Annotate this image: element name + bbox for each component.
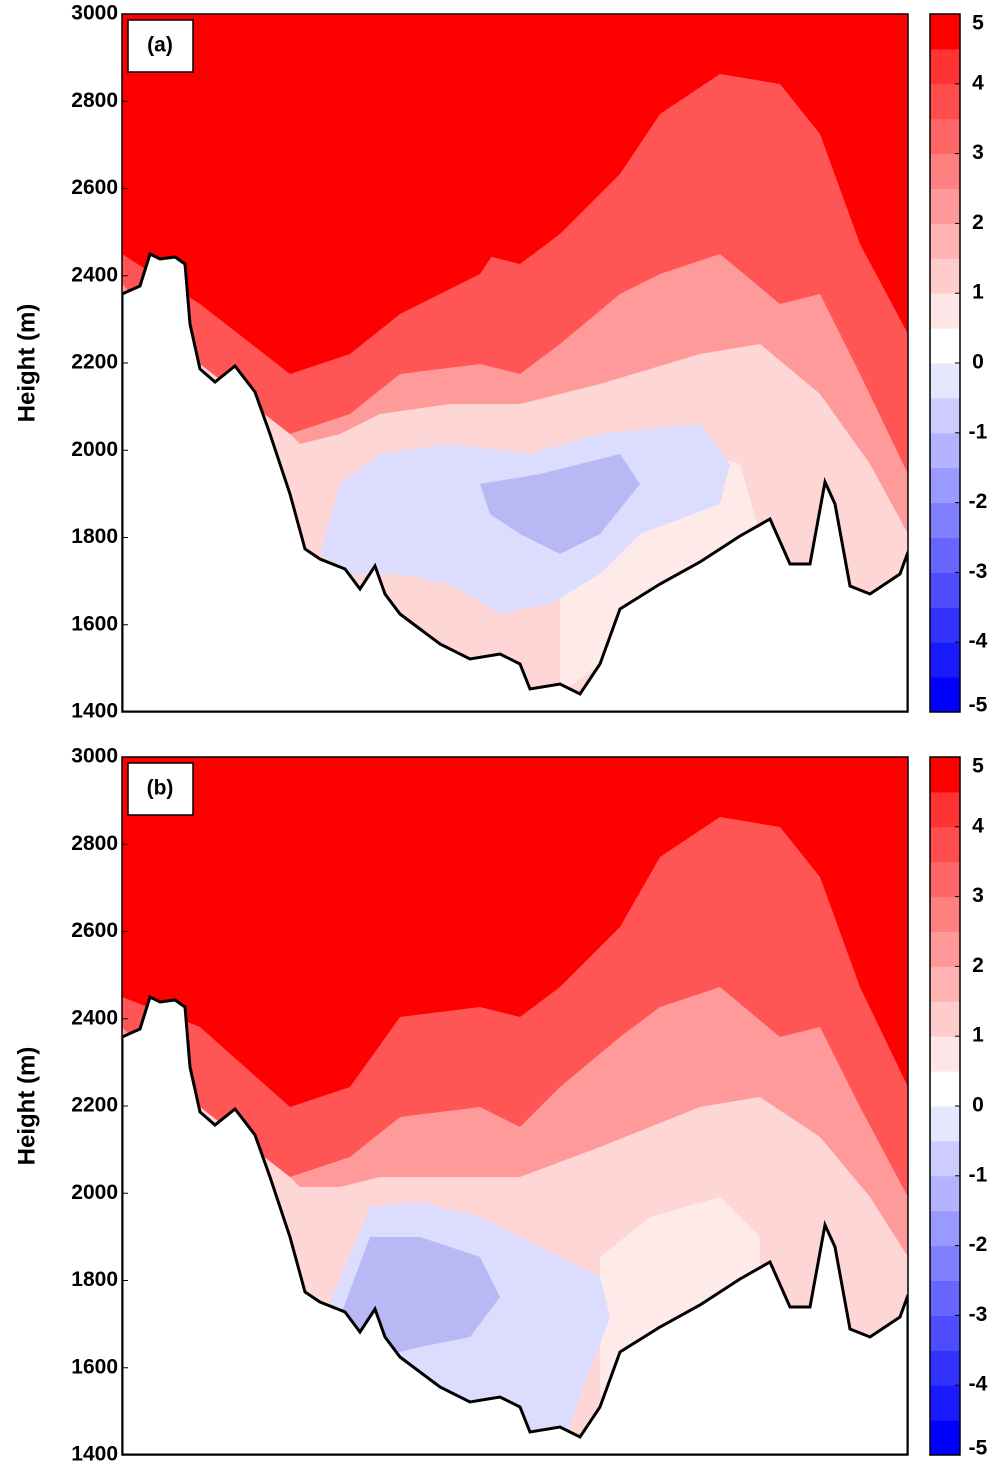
y-tick-label: 3000 (71, 2, 118, 25)
y-tick-label: 2000 (71, 1181, 118, 1204)
colorbar-tick-label: -5 (969, 694, 988, 717)
colorbar-band (930, 258, 960, 294)
colorbar-band (930, 642, 960, 678)
y-tick-label: 2600 (71, 176, 118, 199)
contour-field (122, 757, 908, 1455)
colorbar-band (930, 293, 960, 329)
colorbar-band (930, 502, 960, 538)
y-tick-label: 2600 (71, 919, 118, 942)
panel: (a) Height (m) 1400 1600 1800 2000 2200 2400 260… (13, 2, 987, 723)
panel: (b) Height (m) 1400 1600 1800 2000 2200 2400 260… (13, 745, 988, 1466)
y-tick-label: 1800 (71, 1268, 118, 1291)
colorbar-band (930, 791, 960, 828)
colorbar-band (930, 118, 960, 155)
y-tick-label: 3000 (71, 745, 118, 768)
y-tick-label: 2800 (71, 832, 118, 855)
colorbar-band (930, 861, 960, 898)
colorbar-tick-label: 1 (972, 1024, 984, 1047)
colorbar-tick-label: -2 (969, 1233, 988, 1256)
colorbar-band (930, 1210, 960, 1247)
colorbar-band (930, 1140, 960, 1177)
colorbar-band (930, 757, 960, 793)
colorbar-band (930, 677, 960, 713)
contour-field (122, 14, 908, 712)
colorbar-tick-label: -3 (969, 1303, 988, 1326)
colorbar-tick-label: 0 (972, 1094, 984, 1117)
colorbar-band (930, 1106, 960, 1142)
colorbar-tick-label: 3 (972, 141, 984, 164)
colorbar-tick-label: -3 (969, 560, 988, 583)
colorbar-band (930, 83, 960, 120)
colorbar-tick-label: -4 (969, 1373, 988, 1396)
y-axis-label: Height (m) (13, 304, 40, 423)
colorbar-band (930, 607, 960, 643)
y-axis-label: Height (m) (13, 1047, 40, 1166)
colorbar-band (930, 896, 960, 932)
y-tick-label: 1600 (71, 1355, 118, 1378)
y-tick-label: 2400 (71, 1006, 118, 1029)
colorbar-band (930, 1245, 960, 1281)
colorbar-band (930, 1420, 960, 1456)
colorbar-tick-label: 1 (972, 281, 984, 304)
colorbar-band (930, 537, 960, 573)
colorbar-band (930, 363, 960, 399)
panel-label: (b) (147, 777, 174, 800)
colorbar-tick-label: 2 (972, 954, 984, 977)
colorbar-band (930, 153, 960, 189)
colorbar-tick-label: -1 (969, 420, 988, 443)
y-tick-label: 1400 (71, 700, 118, 723)
colorbar-band (930, 931, 960, 967)
colorbar-band (930, 188, 960, 224)
colorbar-tick-label: 5 (972, 755, 984, 778)
y-tick-label: 1400 (71, 1443, 118, 1464)
colorbar-band (930, 1350, 960, 1386)
colorbar-tick-label: 5 (972, 12, 984, 35)
panel-label: (a) (147, 34, 173, 57)
y-tick-label: 2200 (71, 1094, 118, 1117)
colorbar-band (930, 1175, 960, 1212)
colorbar-tick-label: -2 (969, 490, 988, 513)
colorbar-tick-label: 2 (972, 211, 984, 234)
colorbar-band (930, 14, 960, 50)
colorbar-band (930, 826, 960, 863)
y-tick-label: 2800 (71, 89, 118, 112)
colorbar-tick-label: -4 (969, 630, 988, 653)
colorbar-band (930, 1315, 960, 1351)
y-tick-label: 1600 (71, 612, 118, 635)
colorbar-tick-label: -5 (969, 1437, 988, 1460)
colorbar-tick-label: 4 (972, 814, 984, 837)
colorbar-tick-label: 0 (972, 351, 984, 374)
colorbar-band (930, 572, 960, 608)
colorbar-band (930, 467, 960, 504)
colorbar-band (930, 1071, 960, 1107)
y-tick-label: 2200 (71, 351, 118, 374)
y-tick-label: 1800 (71, 525, 118, 548)
colorbar-band (930, 1280, 960, 1316)
y-tick-label: 2000 (71, 438, 118, 461)
colorbar-band (930, 432, 960, 469)
colorbar-band (930, 1036, 960, 1072)
colorbar-tick-label: -1 (969, 1163, 988, 1186)
colorbar-band (930, 48, 960, 85)
y-tick-label: 2400 (71, 263, 118, 286)
colorbar-band (930, 397, 960, 434)
colorbar-tick-label: 4 (972, 71, 984, 94)
colorbar-tick-label: 3 (972, 884, 984, 907)
colorbar-band (930, 1001, 960, 1037)
colorbar-band (930, 223, 960, 259)
colorbar-band (930, 328, 960, 364)
colorbar-band (930, 966, 960, 1002)
colorbar-band (930, 1385, 960, 1421)
